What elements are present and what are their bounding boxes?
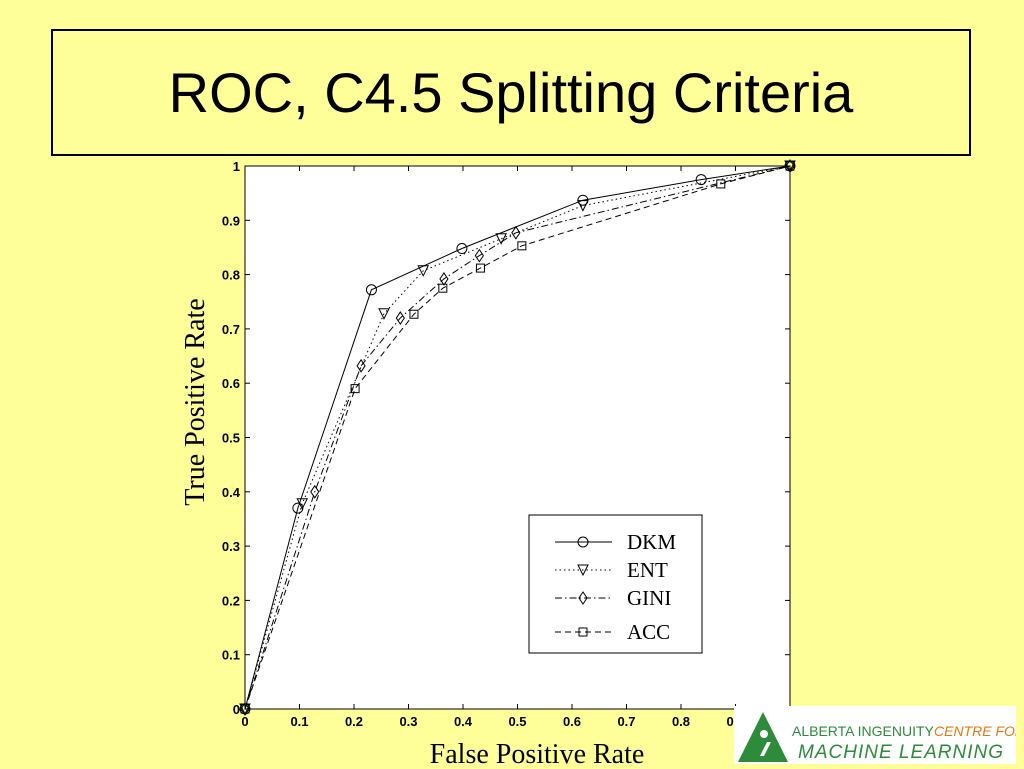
data-point-gini	[785, 159, 795, 173]
y-axis-label: True Positive Rate	[180, 298, 211, 505]
data-point-gini	[395, 311, 405, 325]
y-tick-label: 0	[233, 702, 240, 717]
x-tick-label: 0.4	[454, 714, 473, 729]
legend-marker-ent	[577, 564, 589, 577]
data-point-ent	[296, 498, 309, 510]
x-tick-label: 0.6	[563, 714, 581, 729]
y-tick-label: 0.5	[222, 431, 240, 446]
x-tick-label: 0.3	[399, 714, 417, 729]
y-tick-label: 0.9	[222, 213, 240, 228]
legend-box	[528, 514, 703, 654]
y-tick-label: 0.7	[222, 322, 240, 337]
y-tick-label: 0.4	[222, 485, 241, 500]
data-point-dkm	[456, 243, 468, 255]
y-tick-label: 0.2	[222, 593, 240, 608]
data-point-dkm	[365, 284, 377, 296]
logo-graphic: ALBERTA INGENUITY CENTRE FOR MACHINE LEA…	[738, 712, 1024, 763]
x-tick-label: 0.1	[290, 714, 308, 729]
series-line-ent	[244, 165, 791, 710]
legend-label-acc: ACC	[627, 620, 670, 644]
series-group	[239, 159, 796, 716]
data-point-gini	[511, 225, 521, 240]
x-tick-label: 0.7	[617, 714, 635, 729]
data-point-ent	[577, 200, 589, 212]
slide-title-box: ROC, C4.5 Splitting Criteria	[51, 29, 971, 156]
logo-line1-b: CENTRE FOR	[934, 723, 1016, 739]
data-point-acc	[716, 179, 726, 189]
y-tick-label: 0.6	[222, 376, 240, 391]
data-point-ent	[417, 265, 430, 277]
data-point-ent	[495, 233, 507, 245]
data-point-gini	[356, 358, 366, 373]
legend-marker-dkm	[577, 536, 589, 548]
triangle-person-logo-icon	[738, 712, 788, 762]
data-point-acc	[438, 283, 448, 293]
data-point-acc	[785, 161, 795, 171]
y-tick-label: 1	[233, 159, 240, 174]
y-tick-label: 0.1	[222, 648, 240, 663]
series-line-dkm	[244, 165, 791, 710]
data-point-acc	[517, 241, 527, 251]
x-tick-label: 0	[241, 714, 248, 729]
data-point-gini	[439, 272, 449, 286]
x-tick-label: 0.2	[345, 714, 363, 729]
legend-label-gini: GINI	[627, 586, 671, 610]
data-point-ent	[239, 703, 251, 716]
data-point-gini	[310, 484, 320, 499]
x-tick-label: 0.8	[672, 714, 690, 729]
logo-line1-a: ALBERTA INGENUITY	[792, 723, 935, 739]
legend-label-ent: ENT	[627, 558, 668, 582]
legend: DKM ENT GINI ACC	[528, 514, 703, 654]
logo-line2: MACHINE LEARNING	[798, 742, 1004, 763]
y-tick-label: 0.8	[222, 268, 240, 283]
series-line-gini	[244, 165, 791, 710]
data-point-dkm	[695, 174, 707, 186]
data-point-ent	[784, 160, 796, 173]
legend-label-dkm: DKM	[627, 530, 676, 554]
legend-marker-acc	[578, 627, 588, 637]
data-point-gini	[474, 248, 484, 263]
slide-title: ROC, C4.5 Splitting Criteria	[168, 61, 854, 124]
data-point-acc	[409, 309, 419, 319]
series-line-acc	[244, 165, 791, 710]
legend-marker-gini	[578, 591, 588, 605]
data-point-gini	[240, 702, 250, 716]
logo: ALBERTA INGENUITY CENTRE FOR MACHINE LEA…	[734, 706, 1024, 764]
data-point-acc	[240, 704, 250, 714]
y-tick-label: 0.3	[222, 539, 240, 554]
data-point-acc	[475, 263, 485, 273]
data-point-ent	[378, 308, 390, 320]
x-axis-label: False Positive Rate	[430, 739, 645, 768]
x-tick-label: 0.5	[508, 714, 526, 729]
data-point-acc	[350, 384, 360, 394]
